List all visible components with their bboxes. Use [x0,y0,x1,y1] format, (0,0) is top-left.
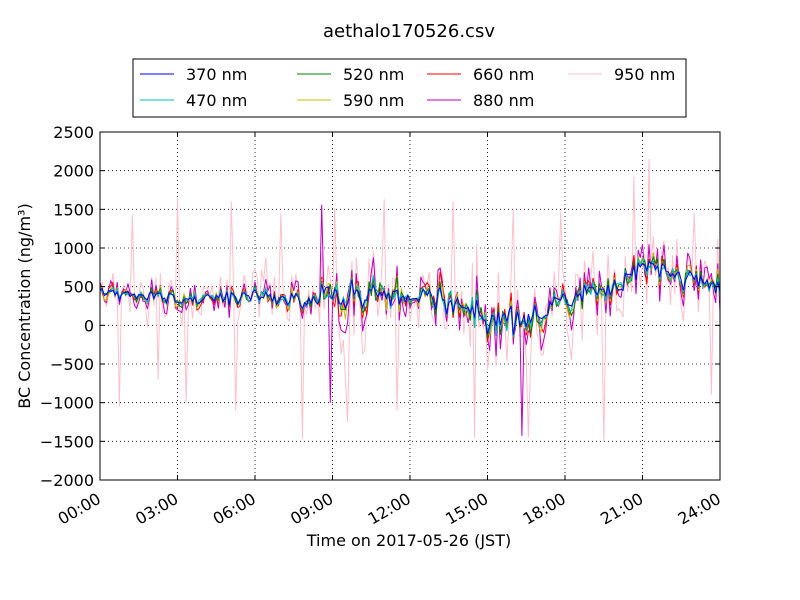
x-tick-label: 18:00 [520,489,569,529]
series-line-370-nm [99,260,721,336]
legend-label: 660 nm [473,65,534,84]
series-line-470-nm [99,256,721,337]
series-lines [99,159,721,442]
x-tick-label: 24:00 [675,489,724,529]
x-tick-label: 15:00 [442,489,491,529]
x-tick-label: 21:00 [597,489,646,529]
y-axis-ticks: −2000 −1500 −1000 −500 0 500 1000 1500 2000 2500 [40,123,720,490]
x-axis-ticks: 00:00 03:00 06:00 09:00 12:00 15:00 18:00 21:00… [55,132,724,529]
x-tick-label: 03:00 [132,489,181,529]
legend: 370 nm 470 nm 520 nm 590 nm 660 nm 880 nm 950 … [132,58,687,118]
y-tick-label: −2000 [40,471,94,490]
y-tick-label: 1000 [53,239,94,258]
legend-box [132,58,687,118]
y-tick-label: 1500 [53,200,94,219]
x-axis-label: Time on 2017-05-26 (JST) [306,531,511,550]
legend-label: 590 nm [343,91,404,110]
y-tick-label: 2500 [53,123,94,142]
x-tick-label: 09:00 [287,489,336,529]
y-tick-label: 0 [84,316,94,335]
y-axis-label: BC Concentration (ng/m³) [15,203,34,408]
legend-label: 520 nm [343,65,404,84]
y-tick-label: −500 [50,355,94,374]
y-tick-label: −1500 [40,432,94,451]
x-tick-label: 00:00 [55,489,104,529]
y-tick-label: 2000 [53,162,94,181]
legend-label: 880 nm [473,91,534,110]
x-tick-label: 06:00 [210,489,259,529]
series-line-520-nm [99,255,721,338]
legend-label: 370 nm [186,65,247,84]
y-tick-label: 500 [63,278,94,297]
legend-label: 950 nm [614,65,675,84]
series-line-950-nm [99,159,721,442]
y-tick-label: −1000 [40,394,94,413]
x-tick-label: 12:00 [365,489,414,529]
chart-title: aethalo170526.csv [323,21,495,42]
legend-label: 470 nm [186,91,247,110]
